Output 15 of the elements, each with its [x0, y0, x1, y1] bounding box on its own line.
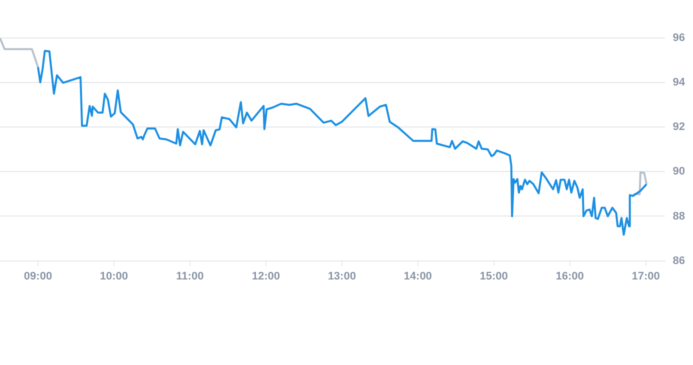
x-tick-label: 15:00	[480, 270, 508, 282]
x-tick-label: 14:00	[404, 270, 432, 282]
x-tick-label: 16:00	[556, 270, 584, 282]
x-tick-label: 13:00	[328, 270, 356, 282]
x-tick-label: 11:00	[176, 270, 204, 282]
y-tick-label: 94	[672, 76, 686, 89]
y-tick-label: 92	[672, 121, 686, 134]
x-tick-label: 10:00	[100, 270, 128, 282]
y-tick-label: 86	[672, 254, 686, 267]
y-tick-label: 96	[672, 32, 686, 44]
y-tick-label: 88	[672, 210, 686, 222]
y-tick-label: 90	[672, 166, 686, 178]
x-tick-label: 12:00	[252, 270, 280, 282]
x-tick-label: 17:00	[632, 270, 660, 282]
x-tick-label: 09:00	[24, 270, 52, 282]
